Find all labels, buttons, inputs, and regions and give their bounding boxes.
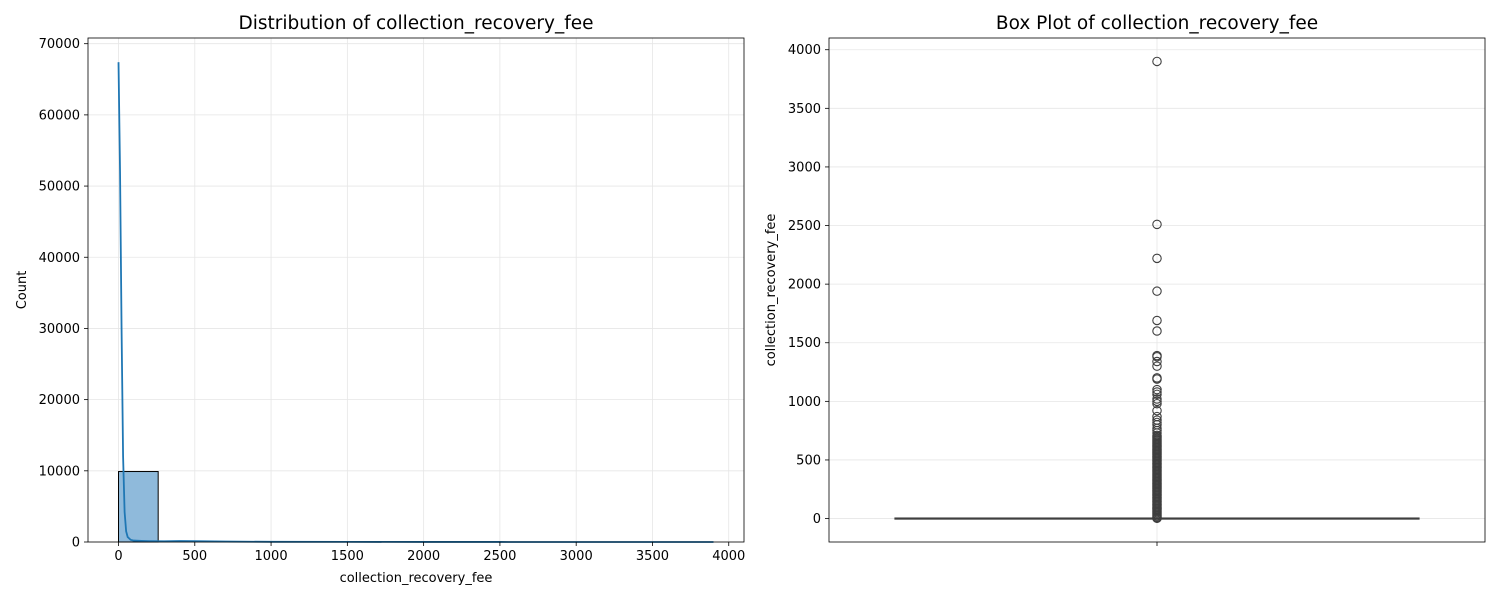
histogram-x-tick-label: 3000 <box>560 549 593 564</box>
boxplot-y-axis-label: collection_recovery_fee <box>764 214 779 367</box>
boxplot-outlier-point <box>1152 361 1162 371</box>
boxplot-outlier-point <box>1152 394 1162 404</box>
histogram-kde-curve <box>117 62 714 543</box>
boxplot-outlier-point <box>1152 398 1162 409</box>
boxplot-outlier-point <box>1152 396 1162 407</box>
histogram-x-axis-label: collection_recovery_fee <box>340 571 493 586</box>
histogram-y-tick-label: 50000 <box>39 180 80 195</box>
boxplot-outlier-point <box>1152 384 1162 395</box>
histogram-title: Distribution of collection_recovery_fee <box>238 13 593 34</box>
histogram-y-tick-label: 0 <box>72 536 80 551</box>
histogram-grid <box>88 38 744 543</box>
boxplot-outlier-point <box>1152 374 1162 384</box>
histogram-x-tick-label: 0 <box>114 549 122 564</box>
boxplot-outlier-point <box>1152 56 1162 67</box>
boxplot-outlier-point <box>1152 387 1162 397</box>
boxplot-outlier-point <box>1152 315 1162 326</box>
boxplot-y-tick-label: 1500 <box>788 336 821 351</box>
boxplot-y-tick-label: 4000 <box>788 43 821 58</box>
histogram-bars <box>118 471 714 543</box>
boxplot-outlier-point <box>1152 286 1162 296</box>
boxplot-outlier-point <box>1152 356 1162 367</box>
histogram-ticks: 0 500 1000 1500 2000 2500 3000 3500 400001000020… <box>39 37 746 564</box>
boxplot-axes-frame <box>828 37 1486 543</box>
histogram-y-tick-label: 20000 <box>39 393 80 408</box>
boxplot-panel: Box Plot of collection_recovery_fee coll… <box>764 13 1486 546</box>
boxplot-y-tick-label: 500 <box>796 453 821 468</box>
boxplot-y-tick-label: 2000 <box>788 278 821 293</box>
histogram-y-tick-label: 40000 <box>39 251 80 266</box>
histogram-x-tick-label: 4000 <box>712 549 745 564</box>
boxplot-y-tick-label: 0 <box>813 512 821 527</box>
histogram-y-tick-label: 70000 <box>39 37 80 52</box>
histogram-panel: Distribution of collection_recovery_fee … <box>15 13 745 586</box>
histogram-y-tick-label: 30000 <box>39 322 80 337</box>
boxplot-y-tick-label: 1000 <box>788 395 821 410</box>
boxplot-outlier-point <box>1152 326 1162 336</box>
histogram-x-tick-label: 2500 <box>483 549 516 564</box>
boxplot-title: Box Plot of collection_recovery_fee <box>996 13 1318 34</box>
boxplot-outlier-point <box>1152 389 1162 400</box>
boxplot-ticks: 0 500 1000 1500 2000 2500 3000 3500 4000 <box>788 43 1158 546</box>
boxplot-outliers <box>1152 56 1162 524</box>
boxplot-outlier-point <box>1152 405 1162 416</box>
boxplot-outlier-point <box>1152 253 1162 264</box>
boxplot-y-tick-label: 3000 <box>788 160 821 175</box>
boxplot-outlier-point <box>1152 219 1162 230</box>
boxplot-outlier-point <box>1152 352 1162 362</box>
histogram-axes-frame <box>87 37 745 543</box>
histogram-x-tick-label: 3500 <box>636 549 669 564</box>
histogram-y-axis-label: Count <box>15 271 30 310</box>
histogram-x-tick-label: 500 <box>182 549 207 564</box>
histogram-y-tick-label: 60000 <box>39 108 80 123</box>
histogram-x-tick-label: 2000 <box>407 549 440 564</box>
boxplot-outlier-point <box>1152 513 1162 524</box>
boxplot-y-tick-label: 2500 <box>788 219 821 234</box>
boxplot-y-tick-label: 3500 <box>788 102 821 117</box>
histogram-y-tick-label: 10000 <box>39 464 80 479</box>
histogram-kde-line <box>117 62 714 543</box>
histogram-x-tick-label: 1500 <box>331 549 364 564</box>
histogram-x-tick-label: 1000 <box>255 549 288 564</box>
